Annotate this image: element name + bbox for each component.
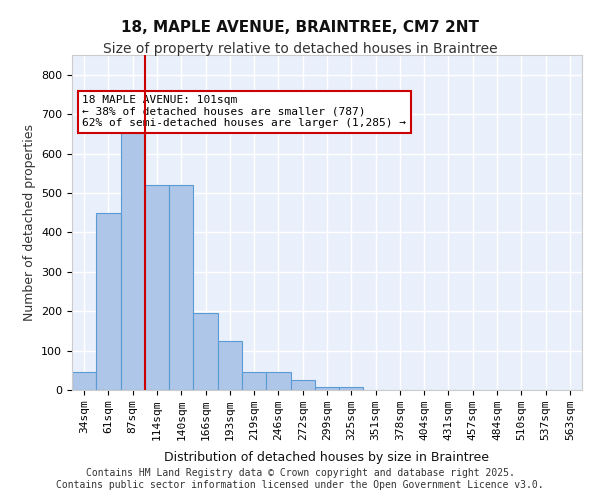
Bar bbox=[242, 372, 266, 390]
Bar bbox=[193, 313, 218, 390]
Bar bbox=[96, 212, 121, 390]
Bar bbox=[145, 185, 169, 390]
Bar bbox=[169, 185, 193, 390]
Bar bbox=[121, 128, 145, 390]
Text: 18, MAPLE AVENUE, BRAINTREE, CM7 2NT: 18, MAPLE AVENUE, BRAINTREE, CM7 2NT bbox=[121, 20, 479, 35]
Bar bbox=[218, 340, 242, 390]
Text: 18 MAPLE AVENUE: 101sqm
← 38% of detached houses are smaller (787)
62% of semi-d: 18 MAPLE AVENUE: 101sqm ← 38% of detache… bbox=[82, 95, 406, 128]
Text: Size of property relative to detached houses in Braintree: Size of property relative to detached ho… bbox=[103, 42, 497, 56]
Bar bbox=[266, 372, 290, 390]
Bar bbox=[290, 380, 315, 390]
Bar bbox=[315, 387, 339, 390]
Bar bbox=[339, 387, 364, 390]
X-axis label: Distribution of detached houses by size in Braintree: Distribution of detached houses by size … bbox=[164, 452, 490, 464]
Y-axis label: Number of detached properties: Number of detached properties bbox=[23, 124, 35, 321]
Bar bbox=[72, 372, 96, 390]
Text: Contains HM Land Registry data © Crown copyright and database right 2025.
Contai: Contains HM Land Registry data © Crown c… bbox=[56, 468, 544, 490]
